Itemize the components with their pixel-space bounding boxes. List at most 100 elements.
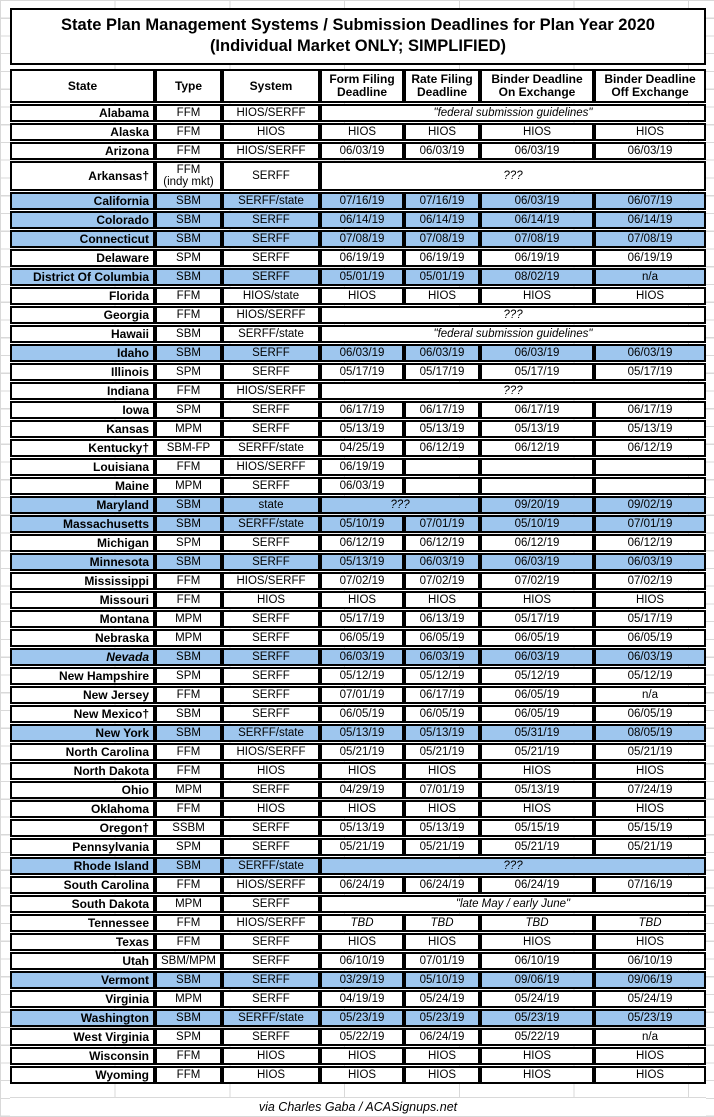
table-row: Hawaii SBM SERFF/state "federal submission …: [10, 325, 706, 343]
system-cell: SERFF/state: [222, 192, 320, 210]
type-cell: FFM: [155, 142, 222, 160]
deadline-cell: n/a: [594, 686, 706, 704]
deadline-cell: 05/12/19: [320, 667, 404, 685]
system-cell: HIOS: [222, 1047, 320, 1065]
deadline-cell: 05/12/19: [404, 667, 480, 685]
deadline-cell: 06/19/19: [320, 249, 404, 267]
deadline-cell: 06/10/19: [480, 952, 594, 970]
state-cell: New York: [10, 724, 155, 742]
deadline-cell: HIOS: [480, 591, 594, 609]
deadline-cell: 06/17/19: [594, 401, 706, 419]
type-cell: MPM: [155, 629, 222, 647]
deadline-cell: 06/03/19: [404, 553, 480, 571]
deadline-cell: TBD: [320, 914, 404, 932]
state-cell: Nebraska: [10, 629, 155, 647]
type-cell: SBM: [155, 211, 222, 229]
deadline-cell: 05/13/19: [480, 781, 594, 799]
deadline-cell: 07/02/19: [404, 572, 480, 590]
deadline-cell: HIOS: [594, 800, 706, 818]
deadline-cell: HIOS: [594, 1066, 706, 1084]
table-row: Virginia MPM SERFF 04/19/19 05/24/19 05/24/19…: [10, 990, 706, 1008]
system-cell: HIOS: [222, 800, 320, 818]
state-cell: Minnesota: [10, 553, 155, 571]
deadline-cell: 07/01/19: [320, 686, 404, 704]
table-row: Colorado SBM SERFF 06/14/19 06/14/19 06/14/19…: [10, 211, 706, 229]
table-row: New Hampshire SPM SERFF 05/12/19 05/12/19 05/…: [10, 667, 706, 685]
table-row: Mississippi FFM HIOS/SERFF 07/02/19 07/02/19…: [10, 572, 706, 590]
deadline-cell: 05/17/19: [594, 610, 706, 628]
state-cell: Wisconsin: [10, 1047, 155, 1065]
deadline-cell: 06/13/19: [404, 610, 480, 628]
system-cell: SERFF: [222, 952, 320, 970]
deadline-cell: 05/13/19: [320, 420, 404, 438]
deadline-cell: 07/08/19: [320, 230, 404, 248]
system-cell: SERFF/state: [222, 439, 320, 457]
deadline-cell: ???: [320, 382, 706, 400]
system-cell: HIOS: [222, 1066, 320, 1084]
deadline-cell: 07/16/19: [594, 876, 706, 894]
deadline-cell: 05/15/19: [594, 819, 706, 837]
header-row: State Type System Form Filing Deadline Rate …: [10, 69, 706, 103]
state-cell: New Hampshire: [10, 667, 155, 685]
system-cell: SERFF: [222, 667, 320, 685]
deadline-cell: HIOS: [320, 1066, 404, 1084]
type-cell: FFM (indy mkt): [155, 161, 222, 191]
state-cell: South Carolina: [10, 876, 155, 894]
system-cell: SERFF: [222, 990, 320, 1008]
system-cell: SERFF/state: [222, 857, 320, 875]
deadline-cell: 06/14/19: [480, 211, 594, 229]
system-cell: SERFF: [222, 1028, 320, 1046]
system-cell: SERFF: [222, 344, 320, 362]
state-cell: Hawaii: [10, 325, 155, 343]
deadline-cell: 05/13/19: [404, 724, 480, 742]
state-cell: Mississippi: [10, 572, 155, 590]
system-cell: SERFF: [222, 161, 320, 191]
table-row: Nebraska MPM SERFF 06/05/19 06/05/19 06/05/19…: [10, 629, 706, 647]
deadline-cell: 05/01/19: [320, 268, 404, 286]
deadline-cell: 07/02/19: [594, 572, 706, 590]
table-row: South Carolina FFM HIOS/SERFF 06/24/19 06/24…: [10, 876, 706, 894]
deadline-cell: HIOS: [320, 933, 404, 951]
type-cell: MPM: [155, 610, 222, 628]
type-cell: SPM: [155, 249, 222, 267]
system-cell: SERFF: [222, 249, 320, 267]
deadline-cell: 06/12/19: [320, 534, 404, 552]
deadline-cell: 05/13/19: [594, 420, 706, 438]
credit-text: via Charles Gaba / ACASignups.net: [258, 1100, 458, 1114]
table-row: Tennessee FFM HIOS/SERFF TBD TBD TBD TBD: [10, 914, 706, 932]
table-row: California SBM SERFF/state 07/16/19 07/16/19…: [10, 192, 706, 210]
deadline-cell: TBD: [594, 914, 706, 932]
deadline-cell: 05/17/19: [404, 363, 480, 381]
type-cell: SBM: [155, 1009, 222, 1027]
state-cell: California: [10, 192, 155, 210]
deadline-cell: 06/19/19: [320, 458, 404, 476]
deadline-cell: 05/13/19: [404, 819, 480, 837]
deadline-cell: HIOS: [594, 287, 706, 305]
deadline-cell: 05/24/19: [480, 990, 594, 1008]
system-cell: SERFF/state: [222, 724, 320, 742]
type-cell: MPM: [155, 895, 222, 913]
system-cell: HIOS: [222, 591, 320, 609]
type-cell: SBM: [155, 344, 222, 362]
type-cell: SPM: [155, 838, 222, 856]
deadline-cell: HIOS: [480, 933, 594, 951]
type-cell: FFM: [155, 762, 222, 780]
state-cell: Kansas: [10, 420, 155, 438]
system-cell: SERFF: [222, 610, 320, 628]
type-cell: FFM: [155, 743, 222, 761]
deadline-cell: 05/01/19: [404, 268, 480, 286]
table-row: Texas FFM SERFF HIOS HIOS HIOS HIOS: [10, 933, 706, 951]
table-row: Nevada SBM SERFF 06/03/19 06/03/19 06/03/19 06…: [10, 648, 706, 666]
deadline-cell: 09/20/19: [480, 496, 594, 514]
deadline-cell: 06/17/19: [480, 401, 594, 419]
deadline-cell: 04/25/19: [320, 439, 404, 457]
state-cell: Nevada: [10, 648, 155, 666]
deadline-cell: 08/05/19: [594, 724, 706, 742]
deadline-cell: 05/21/19: [320, 743, 404, 761]
deadline-cell: 05/10/19: [480, 515, 594, 533]
deadline-cell: 05/31/19: [480, 724, 594, 742]
deadline-cell: 05/21/19: [594, 743, 706, 761]
deadline-cell: 05/21/19: [480, 743, 594, 761]
deadline-cell: 06/03/19: [480, 142, 594, 160]
deadline-cell: 08/02/19: [480, 268, 594, 286]
